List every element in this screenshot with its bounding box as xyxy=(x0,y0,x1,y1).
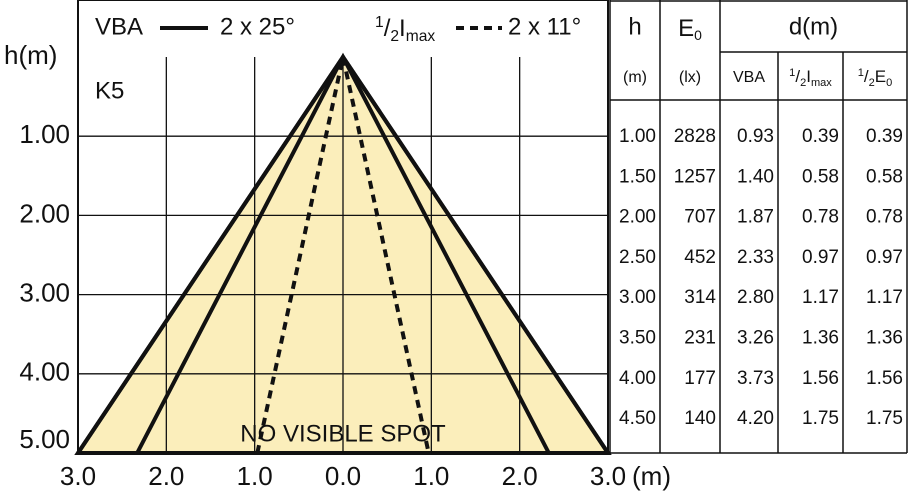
table-cell: 0.97 xyxy=(802,247,839,268)
table-header: E0 xyxy=(678,15,702,42)
label-part: E xyxy=(875,67,886,86)
table-cell: 3.50 xyxy=(619,328,656,349)
y-tick-label: 1.00 xyxy=(19,119,70,149)
x-tick-label: 3.0 xyxy=(60,461,96,491)
table-unit: (m) xyxy=(623,69,647,86)
table-header: d(m) xyxy=(789,13,838,40)
table-cell: 3.00 xyxy=(619,287,656,308)
label-part: / xyxy=(384,15,391,42)
legend-label: VBA xyxy=(95,13,143,40)
y-tick-label: 5.00 xyxy=(19,424,70,454)
plot-frame xyxy=(77,0,609,454)
table-cell: 452 xyxy=(684,247,716,268)
table-cell: 1.75 xyxy=(866,408,903,429)
label-part: 1 xyxy=(789,67,795,79)
table-cell: 0.78 xyxy=(802,207,839,228)
table-cell: 177 xyxy=(684,368,716,389)
y-tick-label: 4.00 xyxy=(19,357,70,387)
label-part: 2 xyxy=(800,77,806,89)
x-tick-label: 3.0 xyxy=(590,461,626,491)
table-cell: 1257 xyxy=(674,166,716,187)
label-part: / xyxy=(795,67,800,86)
table-cell: 0.58 xyxy=(866,166,903,187)
table-cell: 2.80 xyxy=(737,287,774,308)
x-tick-label: 1.0 xyxy=(237,461,273,491)
table-cell: 1.56 xyxy=(802,368,839,389)
x-tick-label: 0.0 xyxy=(325,461,361,491)
table-cell: 4.50 xyxy=(619,408,656,429)
y-axis-label: h(m) xyxy=(4,40,57,70)
label-part: 0 xyxy=(886,77,892,89)
table-cell: 2828 xyxy=(674,126,716,147)
label-part: 0 xyxy=(694,27,702,43)
table-cell: 314 xyxy=(684,287,716,308)
x-tick-label: 2.0 xyxy=(148,461,184,491)
annotation: NO VISIBLE SPOT xyxy=(240,420,446,447)
label-part: I xyxy=(399,15,406,42)
table-cell: 4.00 xyxy=(619,368,656,389)
fraction-label: 1/2Imax xyxy=(375,14,435,45)
table-cell: 1.36 xyxy=(802,328,839,349)
table-cell: 2.00 xyxy=(619,207,656,228)
y-tick-label: 2.00 xyxy=(19,198,70,228)
table-cell: 1.17 xyxy=(802,287,839,308)
table-cell: 0.58 xyxy=(802,166,839,187)
table-cell: 2.50 xyxy=(619,247,656,268)
table-cell: 0.39 xyxy=(802,126,839,147)
label-part: I xyxy=(806,67,811,86)
table-cell: 0.39 xyxy=(866,126,903,147)
label-part: 1 xyxy=(375,14,384,31)
table-cell: 1.40 xyxy=(737,166,774,187)
legend-angle: 2 x 25° xyxy=(220,13,295,40)
table-cell: 707 xyxy=(684,207,716,228)
table-cell: 3.26 xyxy=(737,328,774,349)
table-header: h xyxy=(628,13,641,40)
table-cell: 1.17 xyxy=(866,287,903,308)
table-cell: 231 xyxy=(684,328,716,349)
label-part: E xyxy=(678,15,694,42)
x-tick-label: 1.0 xyxy=(413,461,449,491)
table-unit: (lx) xyxy=(679,69,701,86)
table-cell: 1.00 xyxy=(619,126,656,147)
legend-angle: 2 x 11° xyxy=(508,13,581,40)
x-axis-label: (m) xyxy=(632,461,671,491)
fraction-label: 1/2E0 xyxy=(858,67,893,89)
y-tick-label: 3.00 xyxy=(19,277,70,307)
beam-line xyxy=(135,52,551,454)
code-label: K5 xyxy=(95,77,124,104)
label-part: / xyxy=(864,67,869,86)
label-part: max xyxy=(406,28,436,45)
table-cell: 4.20 xyxy=(737,408,774,429)
table-cell: 1.36 xyxy=(866,328,903,349)
table-cell: 1.87 xyxy=(737,207,774,228)
label-part: max xyxy=(811,77,832,89)
table-cell: 3.73 xyxy=(737,368,774,389)
label-part: 1 xyxy=(858,67,864,79)
table-unit: VBA xyxy=(733,69,765,86)
label-part: 2 xyxy=(869,77,875,89)
x-tick-label: 2.0 xyxy=(502,461,538,491)
table-cell: 0.97 xyxy=(866,247,903,268)
beam-line xyxy=(255,56,431,454)
table-cell: 1.50 xyxy=(619,166,656,187)
table-cell: 0.93 xyxy=(737,126,774,147)
table-cell: 1.75 xyxy=(802,408,839,429)
fraction-label: 1/2Imax xyxy=(789,67,832,89)
table-cell: 2.33 xyxy=(737,247,774,268)
table-cell: 140 xyxy=(684,408,716,429)
label-part: 2 xyxy=(390,28,399,45)
table-cell: 1.56 xyxy=(866,368,903,389)
table-cell: 0.78 xyxy=(866,207,903,228)
